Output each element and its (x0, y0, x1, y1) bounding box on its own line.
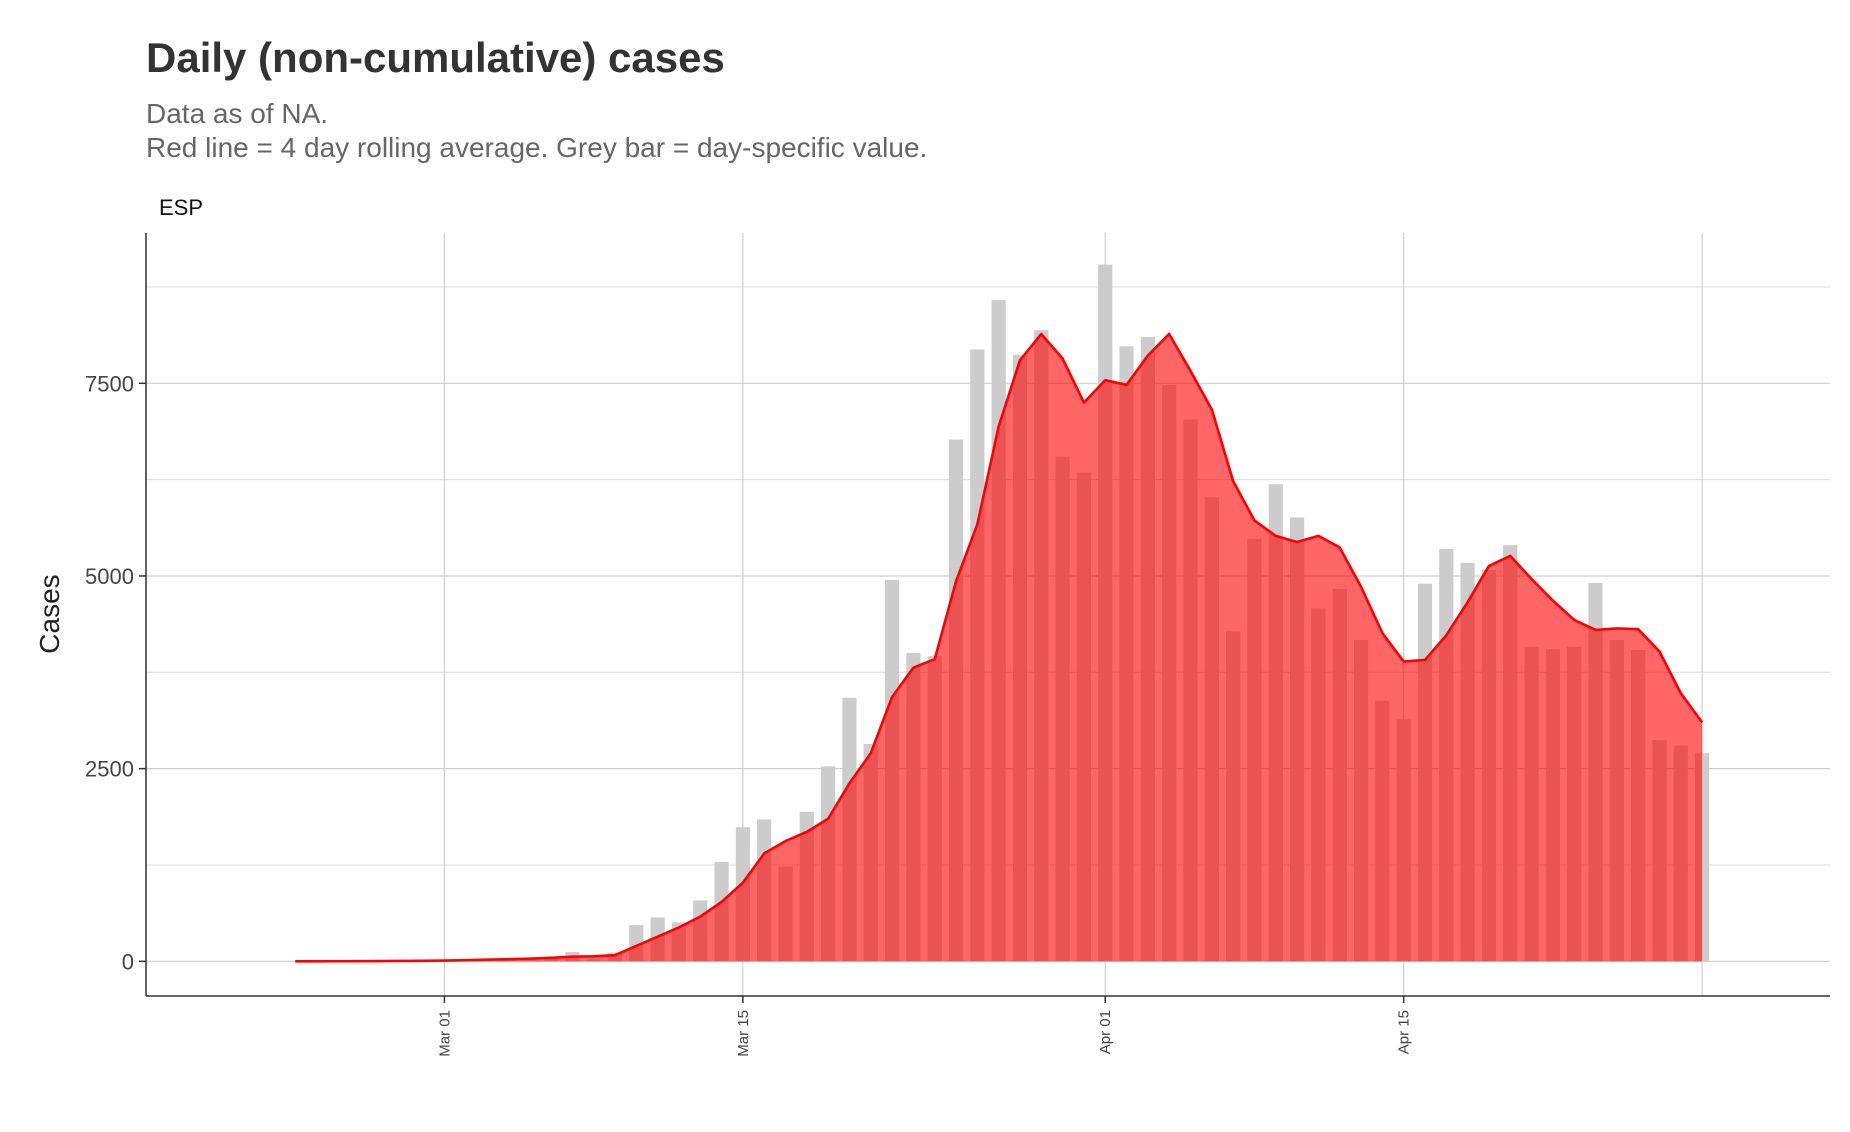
x-tick-label: Apr 15 (1396, 1010, 1413, 1054)
x-tick-label: Apr 01 (1097, 1010, 1114, 1054)
y-tick-label: 2500 (85, 757, 134, 782)
y-tick-label: 5000 (85, 564, 134, 589)
y-tick-label: 0 (122, 949, 134, 974)
axes (145, 233, 1830, 997)
rolling-average-series (295, 332, 1704, 963)
chart-title: Daily (non-cumulative) cases (146, 34, 725, 81)
x-tick-label: Mar 01 (436, 1010, 453, 1057)
chart-subtitle-line-1: Data as of NA. (146, 98, 328, 129)
rolling-average-area (295, 333, 1703, 962)
y-axis-ticks: 0 2500 5000 7500 (85, 371, 146, 974)
y-axis-label: Cases (34, 574, 65, 653)
rolling-average-line (295, 332, 1704, 963)
y-tick-label: 7500 (85, 371, 134, 396)
chart-subtitle-line-2: Red line = 4 day rolling average. Grey b… (146, 132, 927, 163)
x-tick-label: Mar 15 (735, 1010, 752, 1057)
x-axis-ticks: Mar 01 Mar 15 Apr 01 Apr 15 (436, 996, 1413, 1057)
facet-label: ESP (159, 195, 203, 220)
